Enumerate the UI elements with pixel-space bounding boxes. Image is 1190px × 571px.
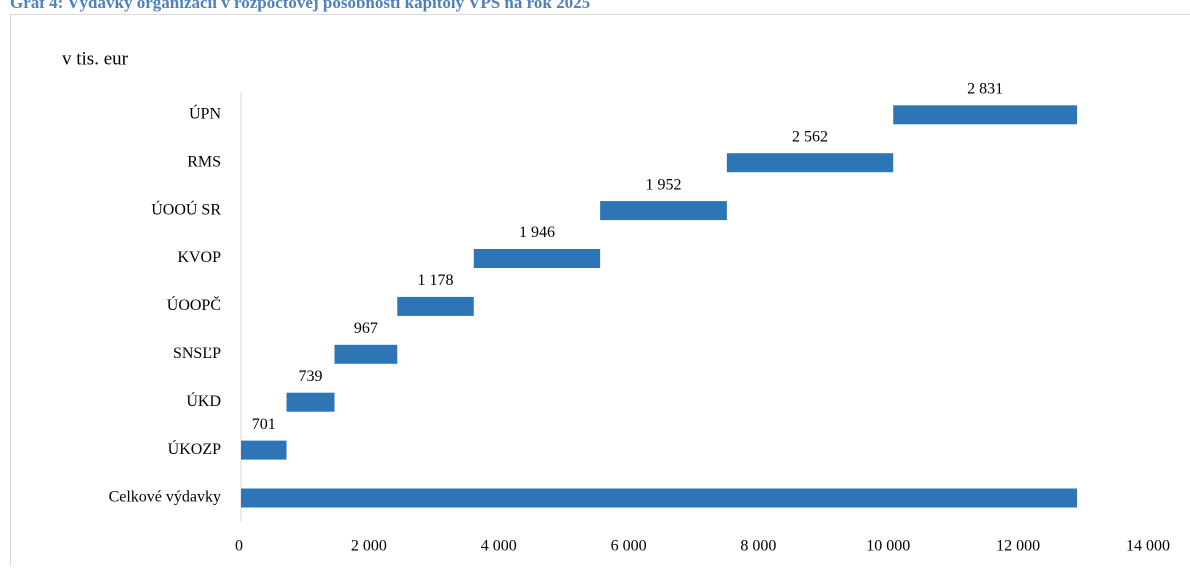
- chart-title: Graf 4: Výdavky organizácií v rozpočtove…: [10, 0, 590, 12]
- category-label: ÚPN: [189, 103, 221, 122]
- x-tick-label: 4 000: [481, 538, 517, 555]
- category-label: KVOP: [177, 249, 221, 266]
- value-label: 1 952: [645, 176, 681, 193]
- category-label: ÚKOZP: [168, 439, 221, 458]
- value-label: 2 831: [967, 80, 1003, 97]
- x-tick-label: 2 000: [351, 538, 387, 555]
- total-bar: [241, 489, 1077, 508]
- value-label: 2 562: [792, 128, 828, 145]
- bar: [241, 441, 287, 460]
- value-label: 1 946: [519, 224, 555, 241]
- value-label: 967: [354, 320, 378, 337]
- category-label: Celkové výdavky: [109, 489, 221, 506]
- x-tick-label: 14 000: [1126, 538, 1170, 555]
- bar: [397, 297, 473, 316]
- bar: [727, 153, 893, 172]
- bar: [893, 105, 1077, 124]
- value-label: 739: [299, 368, 323, 385]
- category-label: ÚOOÚ SR: [151, 199, 221, 218]
- unit-label: v tis. eur: [62, 48, 129, 69]
- category-label: RMS: [187, 153, 221, 170]
- bar: [334, 345, 397, 364]
- x-tick-label: 6 000: [611, 538, 647, 555]
- category-label: SNSĽP: [173, 345, 221, 362]
- x-tick-label: 12 000: [996, 538, 1040, 555]
- x-tick-label: 8 000: [740, 538, 776, 555]
- frame: [11, 15, 1190, 567]
- value-label: 1 178: [418, 272, 454, 289]
- x-tick-label: 10 000: [866, 538, 910, 555]
- x-tick-label: 0: [235, 538, 243, 555]
- bar: [287, 393, 335, 412]
- value-label: 701: [252, 416, 276, 433]
- category-label: ÚKD: [186, 391, 221, 410]
- bar: [600, 201, 727, 220]
- bar: [474, 249, 600, 268]
- category-label: ÚOOPČ: [167, 295, 221, 314]
